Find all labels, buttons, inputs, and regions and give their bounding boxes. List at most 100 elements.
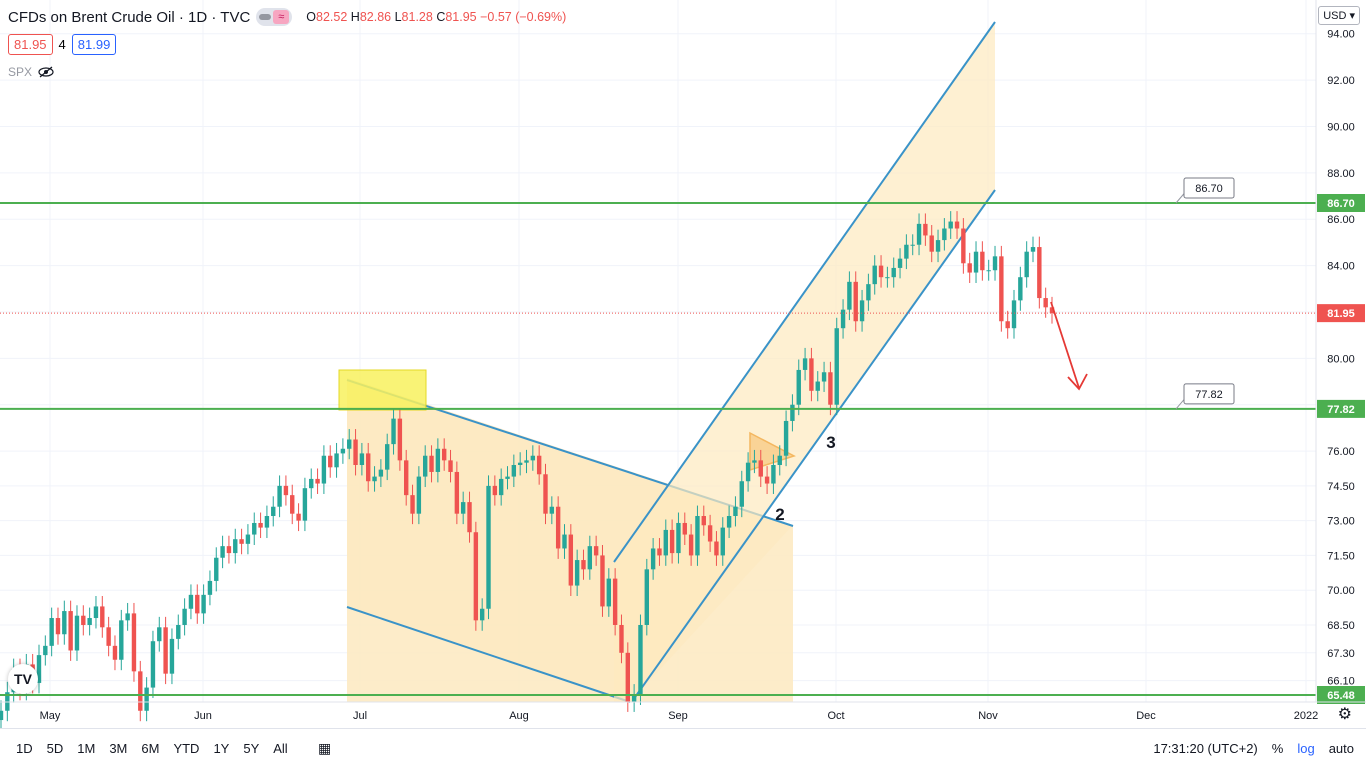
auto-toggle[interactable]: auto	[1328, 741, 1354, 756]
time-tick-2022: 2022	[1294, 710, 1318, 722]
range-3m[interactable]: 3M	[109, 741, 128, 756]
candle-body	[296, 513, 301, 521]
range-1m[interactable]: 1M	[77, 741, 96, 756]
price-axis-bg	[1316, 0, 1366, 702]
candle-body	[106, 627, 111, 646]
callout-box	[1183, 383, 1235, 405]
range-5d[interactable]: 5D	[46, 741, 64, 756]
candle-body	[366, 453, 371, 482]
range-buttons: 1D 5D 1M 3M 6M YTD 1Y 5Y All	[16, 741, 288, 756]
price-tick: 90.00	[1327, 121, 1355, 133]
range-all[interactable]: All	[273, 741, 288, 756]
candle-body	[467, 502, 472, 533]
candle-body	[1049, 307, 1055, 314]
candle-body	[644, 569, 649, 625]
percent-toggle[interactable]: %	[1271, 741, 1284, 756]
symbol-title[interactable]: CFDs on Brent Crude Oil · 1D · TVC	[8, 8, 251, 26]
candle-body	[517, 462, 523, 465]
candle-body	[0, 710, 4, 721]
candle-body	[233, 539, 238, 554]
candle-body	[790, 404, 795, 421]
candle-body	[650, 548, 656, 570]
candle-body	[505, 476, 510, 479]
candle-body	[391, 418, 396, 445]
settings-gear-icon[interactable]: ⚙	[1337, 706, 1352, 723]
candle-body	[422, 455, 428, 477]
range-1d[interactable]: 1D	[16, 741, 33, 756]
level-tag-77.82: 77.82	[1327, 404, 1355, 416]
tradingview-logo: TV	[8, 664, 38, 694]
visibility-toggle[interactable]: ≈	[256, 8, 293, 26]
bid-price[interactable]: 81.95	[8, 34, 53, 55]
candle-body	[606, 578, 612, 607]
candle-body	[441, 448, 447, 461]
candle-body	[5, 692, 10, 711]
candle-body	[479, 608, 485, 621]
candle-body	[473, 532, 479, 621]
candle-body	[1011, 300, 1017, 329]
candle-body	[524, 460, 529, 463]
level-tag-bg	[1317, 194, 1365, 212]
candle-body	[536, 455, 542, 475]
candle-body	[315, 478, 320, 484]
spread-value: 4	[58, 37, 66, 52]
ask-price[interactable]: 81.99	[71, 34, 117, 55]
time-tick-may: May	[40, 710, 61, 722]
candle-body	[878, 265, 884, 278]
candle-body	[150, 641, 156, 688]
candle-body	[328, 455, 333, 468]
candle-body	[49, 618, 54, 646]
clock-readout[interactable]: 17:31:20 (UTC+2)	[1153, 741, 1258, 756]
candle-body	[271, 506, 276, 517]
candle-body	[258, 522, 263, 528]
candle-body	[828, 372, 833, 405]
time-tick-jul: Jul	[353, 710, 367, 722]
candle-body	[1005, 321, 1010, 329]
candle-body	[555, 506, 561, 549]
currency-select[interactable]: USD ▾	[1318, 6, 1360, 25]
candle-body	[980, 251, 985, 271]
candle-body	[138, 671, 143, 711]
candle-body	[416, 476, 422, 514]
candle-body	[619, 624, 624, 653]
candle-body	[460, 502, 466, 514]
calendar-icon[interactable]: ▦	[318, 740, 332, 756]
callout-box	[1183, 177, 1235, 199]
candle-body	[435, 448, 441, 472]
candle-body	[891, 267, 896, 278]
candle-body	[486, 485, 491, 609]
candle-body	[904, 244, 909, 259]
candle-body	[695, 516, 700, 556]
time-tick-aug: Aug	[509, 710, 529, 722]
range-1y[interactable]: 1Y	[213, 741, 230, 756]
candle-body	[745, 462, 751, 482]
wave-label-2: 2	[775, 505, 784, 524]
candle-body	[897, 258, 903, 268]
up-channel-lower	[632, 189, 996, 701]
range-5y[interactable]: 5Y	[243, 741, 260, 756]
candle-body	[701, 516, 706, 526]
candle-body	[188, 594, 194, 609]
candle-body	[840, 309, 846, 329]
price-tick: 74.50	[1327, 481, 1355, 493]
level-tag-bg	[1317, 399, 1365, 418]
candle-body	[378, 469, 384, 477]
last-price-tag-bg	[1317, 304, 1365, 323]
candle-body	[347, 439, 352, 449]
price-tick: 84.00	[1327, 261, 1355, 273]
candle-body	[923, 223, 928, 236]
range-6m[interactable]: 6M	[141, 741, 160, 756]
hidden-eye-icon[interactable]	[38, 66, 54, 78]
log-toggle[interactable]: log	[1297, 741, 1315, 756]
candle-body	[182, 608, 187, 625]
price-tick: 73.00	[1327, 516, 1355, 528]
candle-body	[758, 460, 763, 477]
price-tick: 80.00	[1327, 353, 1355, 365]
candle-body	[410, 495, 415, 514]
price-tick: 88.00	[1327, 168, 1355, 180]
candle-body	[612, 578, 618, 625]
range-ytd[interactable]: YTD	[173, 741, 200, 756]
candle-body	[492, 485, 498, 496]
candle-body	[112, 645, 118, 660]
